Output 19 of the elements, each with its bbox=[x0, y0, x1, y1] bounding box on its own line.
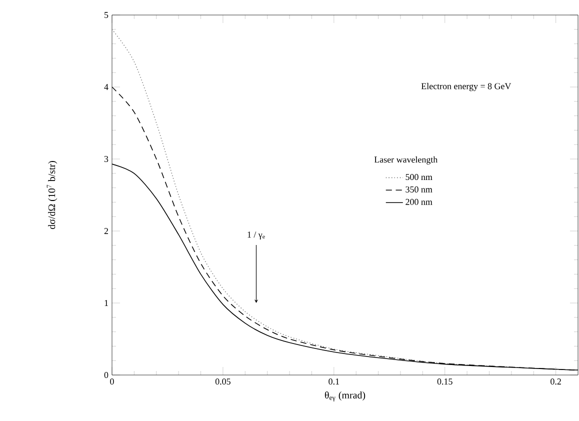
x-tick-label: 0 bbox=[110, 378, 114, 385]
legend-title: Laser wavelength bbox=[374, 156, 438, 164]
x-tick-label: 0.2 bbox=[550, 378, 561, 385]
legend-label: 350 nm bbox=[406, 186, 432, 192]
annotation: 1 / γ$_{e}$ bbox=[248, 232, 265, 240]
y-axis-title: dσ/dΩ (10$^{7}$ b/str) bbox=[46, 161, 58, 230]
y-tick-label: 5 bbox=[104, 12, 108, 18]
x-tick-label: 0.1 bbox=[328, 378, 339, 385]
y-tick-label: 0 bbox=[104, 372, 108, 378]
y-tick-label: 1 bbox=[104, 300, 108, 306]
y-tick-label: 4 bbox=[104, 84, 108, 90]
legend-label: 500 nm bbox=[406, 174, 432, 180]
y-tick-label: 3 bbox=[104, 156, 108, 162]
x-tick-label: 0.05 bbox=[215, 378, 230, 385]
annotation: Electron energy = 8 GeV bbox=[421, 82, 512, 92]
legend-label: 200 nm bbox=[406, 198, 432, 205]
x-tick-label: 0.15 bbox=[437, 378, 452, 385]
y-tick-label: 2 bbox=[104, 228, 108, 234]
x-axis-title: θ$_{eγ}$ (mrad) bbox=[324, 391, 366, 402]
